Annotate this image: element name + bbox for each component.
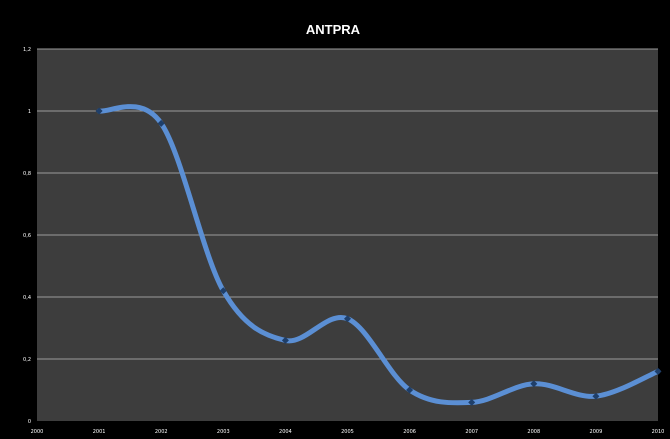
x-tick-label: 2000: [31, 429, 44, 435]
series-line: [96, 104, 661, 406]
data-point: [157, 119, 165, 127]
data-point: [592, 392, 600, 400]
series: [95, 104, 662, 406]
y-tick-label: 0,4: [23, 295, 31, 301]
x-tick-label: 2004: [279, 429, 292, 435]
chart-title: ANTPRA: [306, 22, 361, 37]
data-point: [219, 287, 227, 295]
x-axis: 2000 2001 2002 2003 2004 2005 2006 2007 2008 2009…: [31, 429, 665, 435]
x-tick-label: 2002: [155, 429, 168, 435]
gridlines: [37, 48, 658, 360]
data-point: [468, 398, 476, 406]
data-point: [654, 367, 662, 375]
y-tick-label: 1: [28, 109, 31, 115]
x-tick-label: 2007: [465, 429, 478, 435]
data-point: [281, 336, 289, 344]
y-tick-label: 0,2: [23, 357, 31, 363]
data-point: [95, 107, 103, 115]
y-tick-label: 0: [28, 419, 31, 425]
y-axis: 0 0,2 0,4 0,6 0,8 1 1,2: [23, 47, 31, 425]
x-tick-label: 2005: [341, 429, 354, 435]
y-tick-label: 0,6: [23, 233, 31, 239]
data-point: [530, 380, 538, 388]
x-tick-label: 2003: [217, 429, 230, 435]
y-tick-label: 1,2: [23, 47, 31, 53]
x-tick-label: 2008: [527, 429, 540, 435]
y-tick-label: 0,8: [23, 171, 31, 177]
data-point: [344, 315, 351, 323]
x-tick-label: 2010: [652, 429, 665, 435]
x-tick-label: 2009: [590, 429, 603, 435]
x-tick-label: 2001: [93, 429, 106, 435]
data-point: [406, 386, 414, 394]
x-tick-label: 2006: [403, 429, 416, 435]
